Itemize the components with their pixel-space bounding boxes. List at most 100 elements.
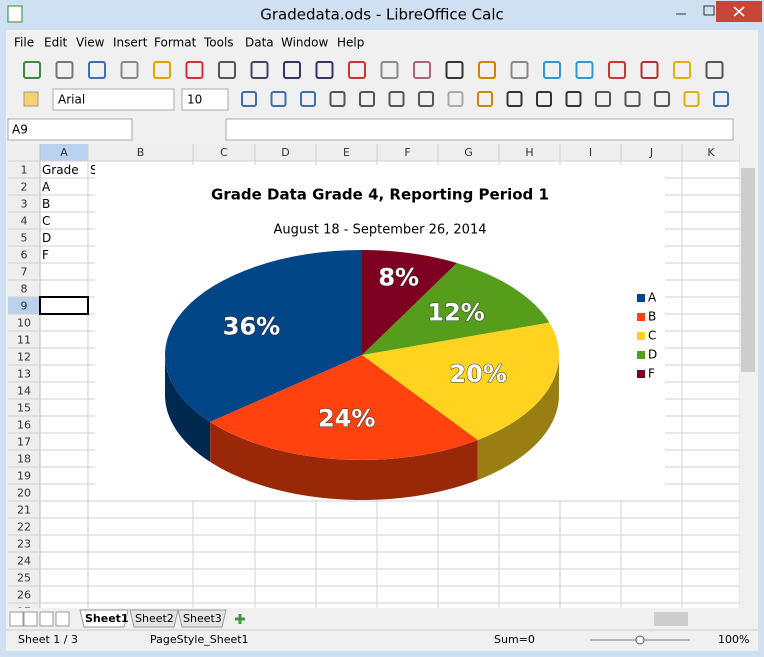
- column-header[interactable]: H: [525, 146, 533, 159]
- row-header[interactable]: 24: [17, 555, 31, 568]
- column-header[interactable]: K: [707, 146, 715, 159]
- row-header[interactable]: 3: [21, 198, 28, 211]
- toolbar-button[interactable]: [88, 61, 106, 79]
- toolbar-button[interactable]: [445, 61, 464, 79]
- row-header[interactable]: 4: [21, 215, 28, 228]
- sheet-tab[interactable]: [177, 609, 227, 628]
- row-header[interactable]: 15: [17, 402, 31, 415]
- toolbar-button[interactable]: [640, 61, 659, 79]
- toolbar-button[interactable]: [388, 91, 405, 107]
- column-header[interactable]: B: [137, 146, 145, 159]
- menu-item[interactable]: Edit: [44, 36, 68, 50]
- toolbar-button[interactable]: [418, 91, 434, 107]
- toolbar-button[interactable]: [348, 61, 366, 79]
- toolbar-button[interactable]: [713, 91, 729, 107]
- row-header[interactable]: 23: [17, 538, 31, 551]
- toolbar-button[interactable]: [447, 91, 464, 107]
- menu-item[interactable]: File: [14, 36, 34, 50]
- toolbar-button[interactable]: [218, 61, 236, 79]
- toolbar-button[interactable]: [270, 91, 287, 107]
- row-header[interactable]: 5: [21, 232, 28, 245]
- toolbar-button[interactable]: [329, 91, 346, 107]
- column-header[interactable]: J: [649, 146, 653, 159]
- cell-text[interactable]: B: [42, 197, 50, 211]
- row-header[interactable]: 6: [21, 249, 28, 262]
- selected-cell[interactable]: [39, 296, 89, 315]
- add-sheet-button[interactable]: [235, 614, 245, 624]
- row-header[interactable]: 17: [17, 436, 31, 449]
- toolbar-button[interactable]: [608, 61, 626, 79]
- cell-text[interactable]: Grade: [42, 163, 79, 177]
- row-header[interactable]: 18: [17, 453, 31, 466]
- toolbar-button[interactable]: [654, 91, 670, 107]
- row-header[interactable]: 20: [17, 487, 31, 500]
- toolbar-button[interactable]: [705, 61, 724, 79]
- toolbar-button[interactable]: [315, 61, 334, 79]
- zoom-handle[interactable]: [635, 635, 645, 645]
- sheet-tab[interactable]: [79, 609, 129, 628]
- row-header[interactable]: 13: [17, 368, 31, 381]
- toolbar-button[interactable]: [477, 91, 493, 107]
- toolbar-button[interactable]: [153, 61, 171, 79]
- toolbar-button[interactable]: [673, 61, 691, 79]
- menu-item[interactable]: View: [76, 36, 105, 50]
- toolbar-button[interactable]: [185, 61, 204, 79]
- toolbar-button[interactable]: [575, 61, 594, 79]
- column-header[interactable]: I: [589, 146, 592, 159]
- formula-input[interactable]: [225, 118, 734, 141]
- toolbar-button[interactable]: [478, 61, 496, 79]
- tab-nav-button[interactable]: [39, 611, 54, 627]
- menu-item[interactable]: Format: [154, 36, 197, 50]
- toolbar-button[interactable]: [120, 61, 139, 79]
- font-name-box[interactable]: [52, 88, 175, 111]
- row-header[interactable]: 25: [17, 572, 31, 585]
- sheet-tab-label[interactable]: Sheet3: [183, 612, 222, 625]
- toolbar-button[interactable]: [510, 61, 529, 79]
- scroll-thumb[interactable]: [741, 168, 755, 372]
- row-header[interactable]: 19: [17, 470, 31, 483]
- toolbar-button[interactable]: [683, 91, 700, 107]
- font-size-box[interactable]: [181, 88, 229, 111]
- toolbar-button[interactable]: [595, 91, 611, 107]
- column-header[interactable]: E: [343, 146, 350, 159]
- menu-item[interactable]: Help: [337, 36, 364, 50]
- row-header[interactable]: 21: [17, 504, 31, 517]
- row-header[interactable]: 16: [17, 419, 31, 432]
- column-header[interactable]: A: [60, 146, 68, 159]
- row-header[interactable]: 1: [21, 164, 28, 177]
- cell-text[interactable]: C: [42, 214, 50, 228]
- menu-item[interactable]: Window: [281, 36, 329, 50]
- toolbar-button[interactable]: [250, 61, 269, 79]
- toolbar-button[interactable]: [359, 91, 375, 107]
- row-header[interactable]: 12: [17, 351, 31, 364]
- row-header[interactable]: 11: [17, 334, 31, 347]
- sheet-tab[interactable]: [129, 609, 179, 628]
- row-header[interactable]: 14: [17, 385, 31, 398]
- toolbar-button[interactable]: [413, 61, 431, 79]
- toolbar-button[interactable]: [536, 91, 552, 107]
- column-header[interactable]: C: [220, 146, 228, 159]
- tab-nav-button[interactable]: [23, 611, 38, 627]
- row-header[interactable]: 2: [21, 181, 28, 194]
- sheet-tab-label[interactable]: Sheet2: [135, 612, 174, 625]
- toolbar-button[interactable]: [23, 91, 39, 107]
- tab-nav-button[interactable]: [55, 611, 70, 627]
- toolbar-button[interactable]: [55, 61, 74, 79]
- menu-item[interactable]: Data: [245, 36, 274, 50]
- cell-text[interactable]: A: [42, 180, 51, 194]
- menu-item[interactable]: Tools: [203, 36, 234, 50]
- row-header[interactable]: 27: [17, 606, 31, 619]
- toolbar-button[interactable]: [241, 91, 257, 107]
- row-header[interactable]: 8: [21, 283, 28, 296]
- column-header[interactable]: F: [404, 146, 410, 159]
- toolbar-button[interactable]: [300, 91, 316, 107]
- toolbar-button[interactable]: [23, 61, 41, 79]
- row-header[interactable]: 26: [17, 589, 31, 602]
- maximize-button[interactable]: [703, 5, 715, 16]
- name-box[interactable]: [7, 118, 133, 141]
- toolbar-button[interactable]: [565, 91, 582, 107]
- tab-nav-button[interactable]: [9, 611, 24, 627]
- sheet-tab-label[interactable]: Sheet1: [85, 612, 129, 625]
- toolbar-button[interactable]: [283, 61, 301, 79]
- cell-text[interactable]: D: [42, 231, 51, 245]
